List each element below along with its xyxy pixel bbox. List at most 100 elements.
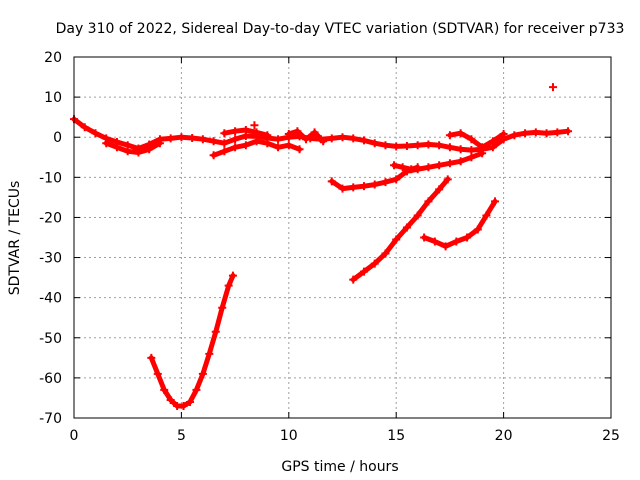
data-point bbox=[338, 184, 347, 193]
data-point bbox=[166, 395, 175, 404]
data-point bbox=[220, 139, 229, 148]
data-point bbox=[349, 275, 358, 284]
data-point bbox=[228, 271, 237, 280]
data-point bbox=[491, 197, 500, 206]
data-point bbox=[263, 131, 272, 140]
data-point bbox=[478, 149, 487, 158]
data-point bbox=[177, 133, 186, 142]
data-point bbox=[123, 147, 132, 156]
data-point bbox=[252, 128, 261, 137]
data-point bbox=[310, 128, 319, 137]
data-point bbox=[160, 385, 169, 394]
data-point bbox=[370, 139, 379, 148]
data-point bbox=[413, 163, 422, 172]
data-point bbox=[392, 235, 401, 244]
y-tick-label: -10 bbox=[39, 170, 62, 186]
data-point bbox=[381, 178, 390, 187]
data-point bbox=[274, 135, 283, 144]
data-point bbox=[301, 135, 310, 144]
data-point bbox=[293, 127, 302, 136]
data-point bbox=[443, 175, 452, 184]
data-point bbox=[381, 249, 390, 258]
chart-ticks: 0 5 10 15 20 25 -70 -60 -50 -40 -30 -20 -10 0 10 20 bbox=[39, 50, 620, 444]
y-tick-label: 20 bbox=[44, 50, 62, 66]
data-point bbox=[473, 225, 482, 234]
data-point bbox=[510, 131, 519, 140]
series-line bbox=[350, 176, 451, 283]
data-point bbox=[435, 185, 444, 194]
data-point bbox=[147, 353, 156, 362]
data-point bbox=[381, 141, 390, 150]
y-tick-label: -40 bbox=[39, 291, 62, 307]
x-axis-label: GPS time / hours bbox=[281, 459, 398, 475]
series-isolated-8h bbox=[250, 121, 259, 130]
data-point bbox=[499, 130, 508, 139]
data-point bbox=[211, 327, 220, 336]
data-point bbox=[441, 242, 450, 251]
data-point bbox=[185, 397, 194, 406]
y-tick-label: 10 bbox=[44, 90, 62, 106]
data-point bbox=[424, 163, 433, 172]
chart-title: Day 310 of 2022, Sidereal Day-to-day VTE… bbox=[56, 21, 625, 37]
data-point bbox=[430, 237, 439, 246]
data-point bbox=[295, 145, 304, 154]
data-point bbox=[420, 233, 429, 242]
data-point bbox=[155, 139, 164, 148]
data-point bbox=[359, 136, 368, 145]
data-point bbox=[482, 211, 491, 220]
data-point bbox=[327, 177, 336, 186]
series-noise-10-12h bbox=[284, 127, 328, 146]
x-tick-label: 10 bbox=[280, 428, 298, 444]
data-point bbox=[284, 141, 293, 150]
data-point bbox=[488, 137, 497, 146]
data-point bbox=[553, 128, 562, 137]
data-point bbox=[231, 135, 240, 144]
data-point bbox=[456, 157, 465, 166]
data-point bbox=[424, 197, 433, 206]
series-line bbox=[148, 273, 236, 409]
series-short-15h bbox=[390, 161, 422, 174]
plot-frame bbox=[73, 56, 612, 419]
data-point bbox=[445, 143, 454, 152]
data-point bbox=[402, 223, 411, 232]
data-point bbox=[398, 163, 407, 172]
data-point bbox=[359, 182, 368, 191]
data-point bbox=[220, 129, 229, 138]
y-tick-label: -50 bbox=[39, 331, 62, 347]
data-point bbox=[521, 129, 530, 138]
data-point bbox=[102, 139, 111, 148]
data-point bbox=[80, 123, 89, 132]
y-tick-label: -60 bbox=[39, 371, 62, 387]
series-dip-0-3h bbox=[102, 139, 164, 157]
data-point bbox=[564, 127, 573, 136]
data-point bbox=[205, 349, 214, 358]
data-point bbox=[241, 126, 250, 135]
data-point bbox=[370, 180, 379, 189]
data-point bbox=[209, 151, 218, 160]
data-point bbox=[549, 83, 558, 92]
data-point bbox=[192, 385, 201, 394]
x-tick-label: 15 bbox=[387, 428, 405, 444]
data-point bbox=[224, 281, 233, 290]
data-point bbox=[153, 369, 162, 378]
data-point bbox=[390, 161, 399, 170]
data-point bbox=[198, 135, 207, 144]
data-point bbox=[349, 183, 358, 192]
data-point bbox=[112, 143, 121, 152]
data-point bbox=[145, 145, 154, 154]
data-point bbox=[467, 146, 476, 155]
series-v-dip-3-7h bbox=[147, 271, 237, 410]
x-tick-label: 0 bbox=[70, 428, 79, 444]
data-point bbox=[274, 143, 283, 152]
series-arc-16-20h bbox=[420, 197, 500, 251]
series-noise-17-20h bbox=[445, 129, 508, 152]
data-point bbox=[445, 131, 454, 140]
data-point bbox=[327, 134, 336, 143]
data-point bbox=[467, 153, 476, 162]
y-tick-label: -30 bbox=[39, 251, 62, 267]
x-tick-label: 25 bbox=[602, 428, 620, 444]
y-tick-label: -20 bbox=[39, 210, 62, 226]
data-point bbox=[435, 141, 444, 150]
data-point bbox=[179, 401, 188, 410]
